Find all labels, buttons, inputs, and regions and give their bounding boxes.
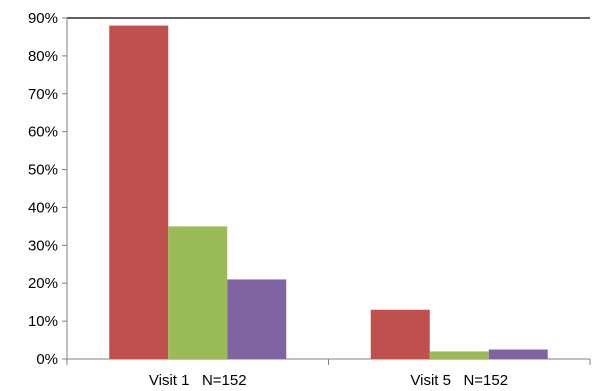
y-tick-label: 0% — [36, 351, 58, 368]
bar — [227, 279, 287, 359]
y-tick-label: 80% — [28, 48, 58, 65]
x-tick-label: Visit 1 N=152 — [149, 372, 247, 389]
y-tick-label: 20% — [28, 275, 58, 292]
y-tick-label: 30% — [28, 237, 58, 254]
y-tick-label: 50% — [28, 162, 58, 179]
bar — [168, 226, 228, 359]
bar — [370, 309, 430, 359]
y-tick-label: 40% — [28, 199, 58, 216]
y-tick-label: 10% — [28, 313, 58, 330]
bars — [109, 25, 548, 359]
x-tick-label: Visit 5 N=152 — [410, 372, 508, 389]
y-axis: 0% 10% 20% 30% 40% 50% 60% 70% 80% 90% — [28, 10, 68, 368]
x-axis: Visit 1 N=152 Visit 5 N=152 — [66, 358, 591, 389]
bar — [488, 349, 548, 359]
y-tick-label: 90% — [28, 10, 58, 27]
bar — [109, 25, 169, 359]
y-tick-label: 60% — [28, 124, 58, 141]
bar — [429, 351, 489, 359]
y-tick-label: 70% — [28, 86, 58, 103]
